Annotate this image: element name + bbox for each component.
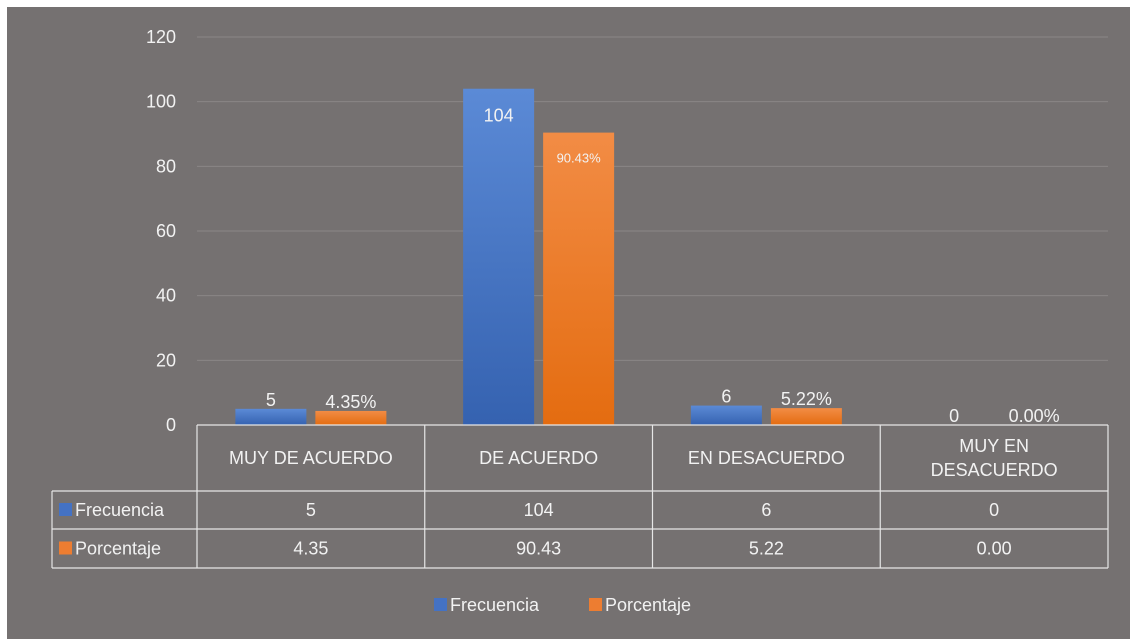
bar-frecuencia <box>235 408 307 425</box>
data-label: 5.22% <box>781 389 832 409</box>
data-label: 5 <box>266 390 276 410</box>
table-cell: 5 <box>306 500 316 520</box>
category-label: MUY DE ACUERDO <box>229 448 393 468</box>
data-label: 4.35% <box>325 392 376 412</box>
legend-key-porcentaje <box>59 541 72 555</box>
y-tick-label: 20 <box>156 350 176 370</box>
bar-porcentaje <box>770 408 842 425</box>
data-label: 0.00% <box>1009 406 1060 426</box>
y-tick-label: 120 <box>146 27 176 47</box>
table-cell: 0 <box>989 500 999 520</box>
y-tick-label: 60 <box>156 221 176 241</box>
legend-label: Porcentaje <box>605 595 691 615</box>
table-series-name: Frecuencia <box>75 500 165 520</box>
table-cell: 5.22 <box>749 539 784 559</box>
table-cell: 90.43 <box>516 539 561 559</box>
legend-swatch <box>589 598 602 611</box>
table-cell: 6 <box>761 500 771 520</box>
y-tick-label: 100 <box>146 92 176 112</box>
category-label: EN DESACUERDO <box>688 448 845 468</box>
legend-swatch <box>434 598 447 611</box>
bar-porcentaje <box>543 132 615 425</box>
category-label: DESACUERDO <box>931 460 1058 480</box>
legend-label: Frecuencia <box>450 595 540 615</box>
y-tick-label: 0 <box>166 415 176 435</box>
data-label: 0 <box>949 406 959 426</box>
table-cell: 104 <box>524 500 554 520</box>
data-label: 90.43% <box>557 151 602 166</box>
chart-area: 0 20 40 60 80 100 120 5 104 6 0 4.35% 90.43% 5.22% 0.0… <box>7 7 1130 639</box>
y-tick-label: 40 <box>156 286 176 306</box>
bar-chart: 0204060801001205104604.35%90.43%5.22%0.0… <box>51 27 1109 615</box>
table-cell: 0.00 <box>977 539 1012 559</box>
table-series-name: Porcentaje <box>75 539 161 559</box>
legend-key-frecuencia <box>59 503 72 516</box>
bar-frecuencia <box>463 88 535 425</box>
bar-porcentaje <box>315 410 387 425</box>
category-label: MUY EN <box>959 436 1029 456</box>
bar-frecuencia <box>690 405 762 425</box>
category-label: DE ACUERDO <box>479 448 598 468</box>
data-label: 104 <box>484 106 514 126</box>
table-cell: 4.35 <box>293 539 328 559</box>
data-label: 6 <box>721 387 731 407</box>
y-tick-label: 80 <box>156 156 176 176</box>
